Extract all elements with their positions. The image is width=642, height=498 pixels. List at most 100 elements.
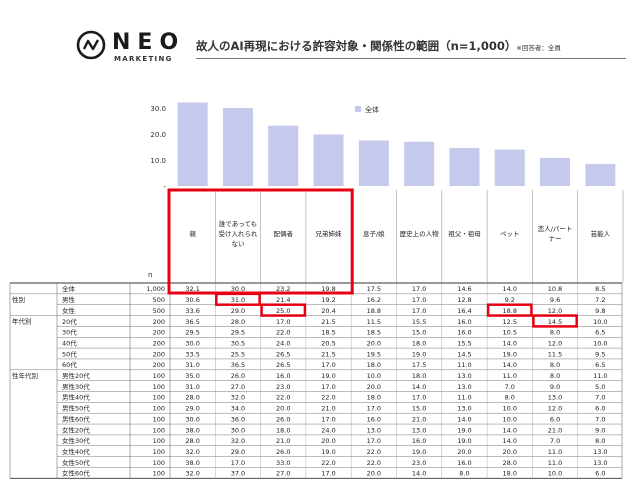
row-n: 100	[153, 394, 165, 402]
table-cell-value: 32.0	[185, 470, 199, 478]
table-cell-value: 31.0	[185, 361, 199, 369]
table-cell-value: 26.0	[276, 415, 290, 423]
table-cell-value: 8.0	[550, 372, 560, 380]
table-cell-value: 38.0	[185, 426, 199, 434]
table-cell-value: 17.0	[321, 383, 335, 391]
table-cell-value: 18.0	[412, 339, 426, 347]
y-tick-label: 30.0	[150, 105, 166, 113]
table-cell-value: 30.6	[185, 296, 199, 304]
table-cell-value: 12.8	[457, 296, 471, 304]
table-cell-value: 13.0	[548, 394, 562, 402]
table-cell-value: 37.0	[231, 470, 245, 478]
table-cell-value: 18.0	[367, 361, 381, 369]
table-cell-value: 14.0	[503, 339, 517, 347]
table-cell-value: 22.0	[321, 394, 335, 402]
table-cell-value: 22.0	[367, 448, 381, 456]
title-note: ※回答者：全員	[516, 44, 561, 52]
row-n: 100	[153, 415, 165, 423]
table-cell-value: 21.0	[321, 405, 335, 413]
category-label: 兄弟姉妹	[316, 229, 343, 238]
table-cell-value: 7.2	[595, 296, 605, 304]
table-cell-value: 31.0	[185, 383, 199, 391]
table-cell-value: 14.0	[412, 470, 426, 478]
table-cell-value: 32.0	[231, 394, 245, 402]
row-n: 100	[153, 459, 165, 467]
table-cell-value: 20.0	[367, 470, 381, 478]
table-cell-value: 17.5	[367, 285, 381, 293]
table-cell-value: 13.0	[457, 383, 471, 391]
table-cell-value: 29.5	[185, 329, 199, 337]
table-cell-value: 23.2	[276, 285, 290, 293]
table-cell-value: 13.0	[367, 426, 381, 434]
table-cell-value: 6.5	[595, 329, 605, 337]
table-cell-value: 9.0	[550, 383, 560, 391]
table-cell-value: 32.0	[231, 437, 245, 445]
table-cell-value: 7.0	[595, 394, 605, 402]
bar	[404, 141, 435, 186]
table-cell-value: 29.0	[231, 307, 245, 315]
row-label: 女性	[62, 306, 76, 315]
row-n: 200	[153, 318, 165, 326]
highlight-box	[215, 292, 261, 306]
table-cell-value: 20.4	[321, 307, 335, 315]
table-cell-value: 24.0	[276, 339, 290, 347]
table-cell-value: 17.0	[367, 405, 381, 413]
highlight-box	[260, 303, 307, 317]
table-cell-value: 18.0	[276, 426, 290, 434]
bar	[268, 125, 299, 186]
table-cell-value: 18.5	[367, 329, 381, 337]
table-cell-value: 17.0	[412, 296, 426, 304]
table-cell-value: 10.0	[503, 405, 517, 413]
table-cell-value: 11.0	[457, 394, 471, 402]
table-cell-value: 11.0	[548, 459, 562, 467]
table-cell-value: 12.0	[548, 307, 562, 315]
table-cell-value: 6.5	[595, 361, 605, 369]
table-cell-value: 5.0	[595, 383, 605, 391]
bar	[358, 140, 389, 186]
table-cell-value: 17.0	[367, 437, 381, 445]
table-cell-value: 17.0	[231, 459, 245, 467]
table-cell-value: 18.8	[503, 307, 517, 315]
title-underline	[196, 58, 626, 59]
table-cell-value: 8.5	[595, 285, 605, 293]
table-cell-value: 21.0	[412, 415, 426, 423]
table-cell-value: 28.0	[185, 437, 199, 445]
table-cell-value: 14.0	[503, 437, 517, 445]
bar	[222, 108, 253, 186]
table-cell-value: 10.0	[503, 415, 517, 423]
table-cell-value: 26.5	[276, 361, 290, 369]
table-cell-value: 19.0	[321, 448, 335, 456]
table-cell-value: 15.0	[412, 329, 426, 337]
table-cell-value: 13.0	[457, 372, 471, 380]
table-cell-value: 15.0	[412, 405, 426, 413]
row-label: 女性60代	[62, 469, 90, 478]
bar	[494, 149, 525, 186]
category-label: 芸能人	[591, 229, 611, 238]
table-cell-value: 16.0	[276, 372, 290, 380]
table-cell-value: 17.0	[412, 307, 426, 315]
row-n: 1,000	[146, 285, 165, 293]
table-cell-value: 22.0	[276, 329, 290, 337]
table-cell-value: 19.0	[457, 437, 471, 445]
n-header: n	[148, 271, 152, 279]
table-cell-value: 22.0	[367, 459, 381, 467]
table-cell-value: 22.0	[276, 394, 290, 402]
table-cell-value: 31.0	[231, 296, 245, 304]
row-label: 30代	[62, 328, 77, 337]
table-cell-value: 18.0	[367, 394, 381, 402]
table-cell-value: 30.0	[231, 426, 245, 434]
table-cell-value: 26.5	[276, 350, 290, 358]
table-cell-value: 15.5	[457, 339, 471, 347]
table-cell-value: 19.0	[503, 350, 517, 358]
table-cell-value: 17.0	[321, 361, 335, 369]
row-n: 100	[153, 448, 165, 456]
row-n: 100	[153, 437, 165, 445]
row-label: 60代	[62, 360, 77, 369]
table-cell-value: 16.4	[457, 307, 471, 315]
brand-logo: NEO	[112, 30, 186, 55]
page-title: 故人のAI再現における許容対象・関係性の範囲（n=1,000）※回答者：全員	[196, 38, 561, 54]
table-cell-value: 12.0	[548, 405, 562, 413]
table-cell-value: 21.0	[548, 426, 562, 434]
table-cell-value: 7.0	[595, 415, 605, 423]
